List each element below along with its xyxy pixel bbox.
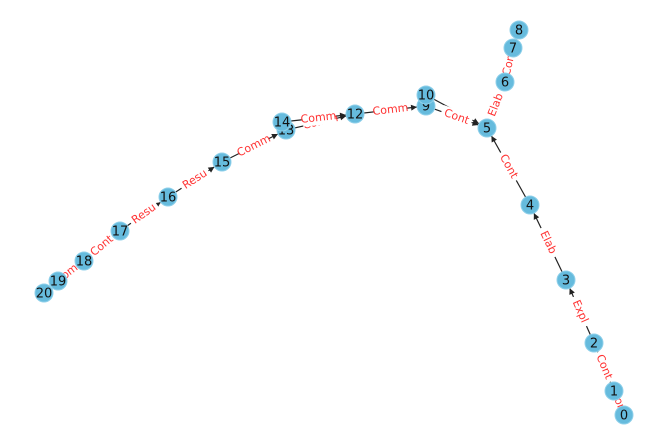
- node-label: 4: [526, 199, 534, 214]
- node-label: 17: [112, 225, 129, 240]
- node-label: 9: [422, 100, 430, 115]
- node-circle: [416, 85, 436, 105]
- node-circle: [584, 333, 604, 353]
- edge-label-14-12: Comm: [300, 109, 337, 126]
- edge-label-bg: [591, 349, 617, 385]
- node-19: 19: [48, 271, 68, 291]
- node-label: 15: [214, 156, 231, 171]
- node-circle: [158, 187, 178, 207]
- edge-label-bg: [567, 294, 593, 329]
- edge-label-bg: [301, 109, 336, 127]
- arrowhead-12-9: [410, 104, 418, 111]
- node-circle: [272, 112, 292, 132]
- node-7: 7: [503, 38, 523, 58]
- edge-label-12-9: Comm: [372, 101, 409, 118]
- node-circle: [614, 405, 634, 425]
- node-circle: [345, 104, 365, 124]
- node-circle: [509, 20, 529, 40]
- node-label: 3: [562, 274, 570, 289]
- node-1: 1: [604, 381, 624, 401]
- node-16: 16: [158, 187, 178, 207]
- edge-label-6-7: Con: [500, 53, 518, 77]
- node-circle: [604, 381, 624, 401]
- edge-label-layer: ContContExplElabContElabConContCommCommC…: [53, 51, 632, 421]
- arrowhead-4-5: [491, 135, 497, 143]
- node-circle: [212, 152, 232, 172]
- node-15: 15: [212, 152, 232, 172]
- node-circle: [495, 72, 515, 92]
- node-circle: [74, 251, 94, 271]
- node-label: 6: [501, 76, 509, 91]
- node-circle: [503, 38, 523, 58]
- node-label: 8: [515, 24, 523, 39]
- node-6: 6: [495, 72, 515, 92]
- arrowhead-10-5: [472, 118, 480, 124]
- arrowhead-14-12: [339, 112, 347, 119]
- node-label: 0: [620, 409, 628, 424]
- node-label: 16: [160, 191, 177, 206]
- edge-label-bg: [177, 164, 213, 195]
- node-label: 2: [590, 337, 598, 352]
- node-circle: [110, 221, 130, 241]
- edge-label-bg: [499, 51, 519, 79]
- node-circle: [48, 271, 68, 291]
- node-20: 20: [34, 283, 54, 303]
- arrowhead-3-4: [533, 213, 540, 220]
- node-8: 8: [509, 20, 529, 40]
- edge-label-bg: [85, 230, 119, 262]
- arrowhead-15-13: [271, 134, 278, 140]
- node-3: 3: [556, 270, 576, 290]
- node-12: 12: [345, 104, 365, 124]
- node-10: 10: [416, 85, 436, 105]
- node-14: 14: [272, 112, 292, 132]
- node-0: 0: [614, 405, 634, 425]
- node-2: 2: [584, 333, 604, 353]
- node-4: 4: [520, 195, 540, 215]
- node-label: 7: [509, 42, 517, 57]
- edge-label-bg: [373, 101, 408, 119]
- node-label: 5: [483, 122, 491, 137]
- node-label: 10: [418, 89, 435, 104]
- node-circle: [556, 270, 576, 290]
- edge-label-bg: [483, 87, 509, 123]
- edge-label-bg: [236, 132, 272, 160]
- node-18: 18: [74, 251, 94, 271]
- node-circle: [34, 283, 54, 303]
- node-label: 1: [610, 385, 618, 400]
- node-label: 19: [50, 275, 67, 290]
- arrowhead-2-3: [569, 288, 575, 295]
- edge-label-15-13: Comm: [235, 132, 273, 160]
- edge-label-bg: [494, 149, 523, 184]
- edge-label-bg: [534, 225, 562, 260]
- node-5: 5: [477, 118, 497, 138]
- node-17: 17: [110, 221, 130, 241]
- arrowhead-16-15: [207, 166, 215, 173]
- node-label: 14: [274, 116, 291, 131]
- edge-label-bg: [126, 199, 162, 229]
- node-label: 20: [36, 287, 53, 302]
- edge-label-bg: [439, 104, 474, 130]
- node-circle: [520, 195, 540, 215]
- node-label: 12: [347, 108, 364, 123]
- node-circle: [477, 118, 497, 138]
- node-label: 18: [76, 255, 93, 270]
